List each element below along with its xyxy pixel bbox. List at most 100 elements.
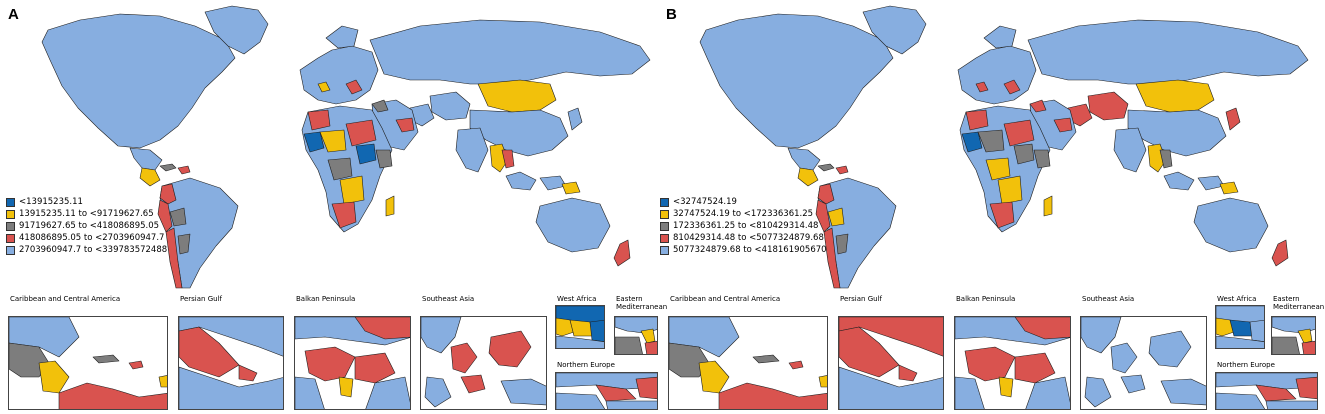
inset-title-caribbean: Caribbean and Central America (670, 295, 781, 303)
inset-persian-gulf (838, 316, 944, 410)
north-america (41, 13, 236, 149)
inset-country-shape (615, 336, 643, 354)
legend-item: <13915235.11 (6, 196, 167, 208)
southern-africa (331, 201, 357, 229)
madagascar (385, 195, 395, 217)
balkans (345, 79, 363, 95)
northwest-africa (965, 109, 989, 131)
legend-label: <13915235.11 (19, 197, 83, 207)
legend-label: 32747524.19 to <172336361.25 (673, 209, 814, 219)
india (455, 127, 489, 173)
scandinavia (325, 25, 359, 49)
legend-item: 2703960947.7 to <339783572488 (6, 244, 167, 256)
west-africa-sahel (961, 131, 983, 153)
inset-country-shape (1081, 317, 1122, 354)
bolivia (827, 207, 845, 227)
legend-label: <32747524.19 (673, 197, 737, 207)
paraguay (177, 233, 191, 255)
world-map (41, 5, 651, 289)
inset-country-shape (640, 328, 656, 344)
inset-country-shape (38, 360, 70, 394)
inset-country-shape (500, 378, 546, 406)
caribbean-island (817, 163, 835, 172)
horn-of-africa (1033, 149, 1051, 169)
inset-country-shape (9, 317, 80, 358)
sudan (1013, 143, 1035, 165)
legend: <13915235.11 13915235.11 to <91719627.65… (6, 196, 167, 256)
inset-country-shape (354, 352, 396, 384)
inset-title-persian-gulf: Persian Gulf (180, 295, 222, 303)
inset-title-northern-europe: Northern Europe (1217, 361, 1275, 369)
legend-swatch (660, 221, 669, 231)
inset-country-shape (424, 376, 452, 408)
inset-country-shape (898, 364, 918, 382)
legend-item: 13915235.11 to <91719627.65 (6, 208, 167, 220)
inset-map-west-africa (1216, 306, 1264, 348)
legend-label: 2703960947.7 to <339783572488 (19, 245, 168, 255)
inset-country-shape (238, 364, 258, 382)
inset-country-shape (1255, 384, 1297, 402)
inset-country-shape (295, 376, 325, 409)
southern-africa (989, 201, 1015, 229)
inset-title-eastern-mediterranean: Eastern Mediterranean (616, 295, 668, 311)
inset-country-shape (1160, 378, 1206, 406)
mongolia (1135, 79, 1215, 113)
inset-country-shape (354, 317, 410, 340)
inset-country-shape (1014, 352, 1056, 384)
inset-country-shape (818, 375, 827, 388)
inset-country-shape (1272, 336, 1300, 354)
caribbean-island (159, 163, 177, 172)
niger-region (977, 129, 1005, 153)
central-asia (1087, 91, 1129, 121)
legend-swatch (660, 209, 669, 219)
legend-item: 5077324879.68 to <418161905670 (660, 244, 827, 256)
inset-country-shape (1295, 376, 1317, 400)
indonesia-west (505, 171, 537, 191)
inset-country-shape (589, 319, 604, 343)
indonesia-west (1163, 171, 1195, 191)
australia (535, 197, 611, 253)
inset-title-balkan: Balkan Peninsula (296, 295, 356, 303)
central-asia (429, 91, 471, 121)
inset-country-shape (1120, 374, 1146, 394)
inset-country-shape (1301, 340, 1315, 354)
niger-region (319, 129, 347, 153)
legend-swatch (6, 233, 15, 243)
balkans (1003, 79, 1021, 95)
mexico-north (787, 147, 821, 171)
inset-map-west-africa (556, 306, 604, 348)
inset-country-shape (1249, 319, 1264, 343)
inset-country-shape (1216, 317, 1235, 337)
inset-eastern-mediterranean (1271, 316, 1316, 355)
inset-map-caribbean (669, 317, 827, 409)
europe (957, 45, 1037, 105)
legend-item: 32747524.19 to <172336361.25 (660, 208, 827, 220)
mexico-north (129, 147, 163, 171)
central-africa (985, 157, 1011, 181)
inset-country-shape (955, 376, 985, 409)
inset-country-shape (1014, 317, 1070, 340)
northwest-africa (307, 109, 331, 131)
inset-map-balkan (295, 317, 410, 409)
inset-country-shape (128, 360, 144, 370)
inset-persian-gulf (178, 316, 284, 410)
inset-country-shape (635, 376, 657, 400)
legend-item: 418086895.05 to <2703960947.7 (6, 232, 167, 244)
legend-label: 418086895.05 to <2703960947.7 (19, 233, 165, 243)
russia (369, 19, 651, 85)
inset-country-shape (839, 366, 943, 409)
inset-country-shape (569, 319, 593, 337)
madagascar (1043, 195, 1053, 217)
southern-central-africa (339, 175, 365, 205)
inset-map-northern-europe (556, 373, 657, 409)
levant (1029, 99, 1047, 113)
vietnam (501, 149, 515, 169)
papua (1219, 181, 1239, 195)
inset-country-shape (556, 317, 575, 337)
inset-country-shape (179, 326, 240, 378)
legend-swatch (660, 245, 669, 255)
central-america (139, 167, 161, 187)
inset-map-eastern-mediterranean (615, 317, 657, 354)
inset-country-shape (718, 382, 827, 409)
inset-country-shape (698, 360, 730, 394)
